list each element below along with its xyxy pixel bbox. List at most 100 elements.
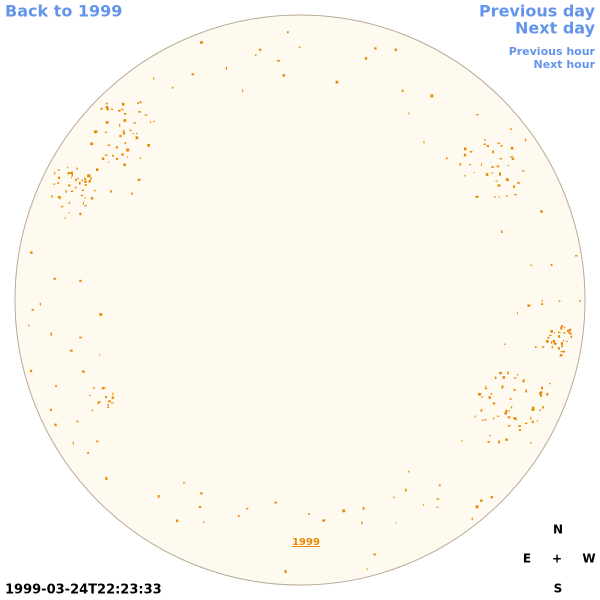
speck <box>525 389 528 393</box>
speck <box>90 142 94 146</box>
speck <box>422 504 425 506</box>
speck <box>473 172 475 174</box>
speck <box>54 171 56 175</box>
speck <box>28 324 30 327</box>
speck <box>105 106 109 109</box>
speck <box>505 409 508 413</box>
speck <box>124 142 126 145</box>
speck <box>133 122 136 124</box>
speck <box>514 194 517 196</box>
speck <box>555 343 557 345</box>
speck <box>131 192 133 195</box>
speck <box>563 326 565 329</box>
speck <box>522 379 525 383</box>
speck <box>153 120 155 122</box>
previous-day-link[interactable]: Previous day <box>479 2 596 21</box>
speck <box>116 157 119 160</box>
speck <box>105 131 107 133</box>
speck <box>57 195 61 198</box>
speck <box>516 312 518 315</box>
speck <box>522 170 525 172</box>
speck <box>67 171 70 175</box>
speck <box>139 157 142 159</box>
year-link[interactable]: 1999 <box>292 537 320 548</box>
speck <box>480 163 482 166</box>
speck <box>67 166 69 169</box>
specks <box>28 31 581 573</box>
speck <box>485 173 489 176</box>
back-link[interactable]: Back to 1999 <box>5 2 122 21</box>
speck <box>362 507 365 510</box>
speck <box>39 302 41 306</box>
speck <box>93 130 97 134</box>
solar-disk <box>14 14 586 586</box>
speck <box>147 144 150 147</box>
speck <box>568 332 572 335</box>
speck <box>135 136 139 140</box>
speck <box>499 371 502 375</box>
speck <box>78 181 81 185</box>
speck <box>84 180 87 183</box>
speck <box>480 499 483 502</box>
speck <box>546 393 549 396</box>
speck <box>464 147 467 151</box>
speck <box>518 425 521 427</box>
speck <box>561 325 564 327</box>
speck <box>471 517 473 521</box>
speck <box>531 406 535 410</box>
speck <box>464 174 466 177</box>
speck <box>487 441 490 443</box>
speck <box>539 391 543 393</box>
speck <box>59 197 61 200</box>
speck <box>481 396 483 398</box>
speck <box>101 157 105 160</box>
speck <box>157 495 160 498</box>
speck <box>542 406 544 409</box>
speck <box>276 60 280 62</box>
speck <box>560 350 564 353</box>
speck <box>153 77 155 80</box>
speck <box>123 119 127 122</box>
speck <box>76 420 79 423</box>
speck <box>541 386 543 390</box>
speck <box>501 385 504 389</box>
speck <box>490 392 493 395</box>
speck <box>126 148 130 152</box>
speck <box>120 108 124 110</box>
speck <box>541 303 544 305</box>
speck <box>575 255 578 257</box>
speck <box>105 102 108 105</box>
speck <box>481 419 485 421</box>
speck <box>107 404 109 406</box>
speck <box>322 519 326 522</box>
speck <box>394 48 397 52</box>
previous-hour-link[interactable]: Previous hour <box>509 45 596 58</box>
speck <box>99 313 103 316</box>
speck <box>49 408 52 412</box>
speck <box>507 416 511 419</box>
speck <box>69 349 73 352</box>
speck <box>546 340 549 343</box>
speck <box>149 121 152 123</box>
speck <box>122 102 124 106</box>
speck <box>536 420 538 422</box>
speck <box>287 31 289 34</box>
next-day-link[interactable]: Next day <box>515 19 596 38</box>
speck <box>80 194 84 197</box>
speck <box>255 54 257 56</box>
speck <box>104 154 108 156</box>
speck <box>61 205 64 208</box>
speck <box>335 80 339 84</box>
speck <box>552 340 555 343</box>
next-hour-link[interactable]: Next hour <box>534 58 596 71</box>
speck <box>183 482 186 484</box>
speck <box>497 142 500 144</box>
speck <box>553 332 555 334</box>
speck <box>510 156 514 158</box>
speck <box>507 424 511 427</box>
speck <box>123 163 126 166</box>
speck <box>242 89 244 93</box>
speck <box>549 382 551 385</box>
speck <box>517 374 519 376</box>
